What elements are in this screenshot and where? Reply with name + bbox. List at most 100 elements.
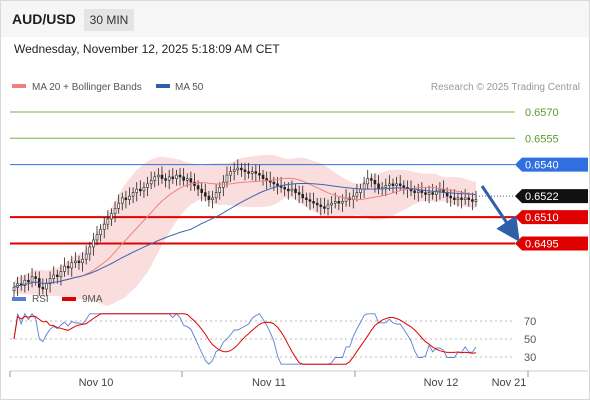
candle-body xyxy=(366,178,370,185)
candle-body xyxy=(160,174,164,179)
candle-body xyxy=(420,190,424,193)
candle-body xyxy=(229,171,232,176)
candle-body xyxy=(265,178,268,181)
candle-body xyxy=(52,274,55,279)
candle-body xyxy=(427,192,431,195)
candle-body xyxy=(287,188,290,192)
candle-body xyxy=(240,167,243,171)
timestamp: Wednesday, November 12, 2025 5:18:09 AM … xyxy=(14,42,280,56)
candle-body xyxy=(301,194,305,199)
candle-body xyxy=(409,188,413,192)
candle-body xyxy=(297,192,301,195)
chart-header: AUD/USD 30 MIN xyxy=(1,1,589,37)
candle-body xyxy=(243,169,247,172)
rsi-level-30: 30 xyxy=(524,352,536,364)
candle-body xyxy=(337,201,341,204)
candle-body xyxy=(330,202,333,206)
candle-body xyxy=(59,271,63,278)
candle-body xyxy=(95,234,99,241)
candle-body xyxy=(463,197,467,200)
copyright-text: Research © 2025 Trading Central xyxy=(431,82,580,93)
candle-body xyxy=(453,197,456,200)
candle-body xyxy=(77,260,81,264)
candle-body xyxy=(139,188,142,192)
candle-body xyxy=(435,190,438,195)
candle-body xyxy=(395,183,398,186)
candle-body xyxy=(106,218,110,225)
candle-body xyxy=(124,197,128,200)
rsi-ma-legend-label: 9MA xyxy=(82,294,103,305)
candle-body xyxy=(84,253,88,260)
candle-body xyxy=(294,188,297,193)
candle-body xyxy=(333,201,337,204)
currency-pair-title: AUD/USD xyxy=(12,11,76,27)
timeframe-button[interactable]: 30 MIN xyxy=(84,9,134,31)
candle-body xyxy=(88,246,92,255)
candle-body xyxy=(222,181,225,188)
rsi-legend-label: RSI xyxy=(32,294,49,305)
candle-body xyxy=(70,262,74,269)
candle-body xyxy=(373,180,377,185)
moving-averages xyxy=(13,177,477,288)
level-label-0.6555: 0.6555 xyxy=(525,133,559,145)
candle-body xyxy=(236,167,240,171)
candle-body xyxy=(467,197,471,200)
rsi-line xyxy=(13,312,477,365)
candle-body xyxy=(276,183,279,186)
candle-body xyxy=(449,195,453,199)
rsi-lines xyxy=(13,312,477,365)
candle-body xyxy=(355,192,359,197)
candle-body xyxy=(41,286,45,290)
candle-body xyxy=(120,197,124,204)
candle-body xyxy=(56,274,59,278)
candle-body xyxy=(48,278,52,285)
candle-body xyxy=(377,183,380,190)
candle-body xyxy=(398,183,402,186)
rsi-level-50: 50 xyxy=(524,334,536,346)
candle-body xyxy=(92,239,95,248)
candle-body xyxy=(102,223,106,230)
candle-body xyxy=(113,208,117,214)
candle-body xyxy=(474,199,478,202)
candle-body xyxy=(370,178,373,181)
candle-body xyxy=(182,176,185,181)
candle-body xyxy=(326,204,330,209)
candle-body xyxy=(12,286,16,292)
candle-body xyxy=(81,258,84,264)
candle-body xyxy=(164,178,167,181)
candle-body xyxy=(305,197,308,200)
x-label-nov10: Nov 10 xyxy=(79,377,114,389)
candle-body xyxy=(272,181,276,185)
candle-body xyxy=(388,183,391,186)
candle-body xyxy=(30,276,34,283)
rsi-legend-swatch xyxy=(12,297,26,301)
candle-body xyxy=(315,202,319,206)
level-tag-0.6510 xyxy=(515,210,588,225)
ma20-legend-swatch xyxy=(12,84,26,88)
candle-body xyxy=(196,185,200,190)
candle-body xyxy=(207,195,211,200)
x-label-nov12: Nov 12 xyxy=(424,377,459,389)
candle-body xyxy=(391,183,395,186)
candle-body xyxy=(460,197,463,200)
candle-body xyxy=(413,190,416,193)
level-tag-0.6495 xyxy=(515,236,588,251)
candle-body xyxy=(456,197,460,200)
level-label-0.6570: 0.6570 xyxy=(525,107,559,119)
candle-body xyxy=(153,176,157,181)
candle-body xyxy=(200,188,203,193)
candle-body xyxy=(247,171,250,174)
candle-body xyxy=(416,190,420,193)
candle-body xyxy=(308,199,312,202)
candle-body xyxy=(218,187,222,193)
rsi-level-70: 70 xyxy=(524,316,536,328)
candle-body xyxy=(312,201,315,204)
ma20-legend-label: MA 20 + Bollinger Bands xyxy=(32,82,142,93)
candle-body xyxy=(146,183,149,188)
candle-body xyxy=(341,201,344,204)
candle-body xyxy=(175,174,178,179)
ma50-line xyxy=(13,183,477,288)
price-levels: 0.6570 0.6555 0.6540 0.6522 0.6510 0.6495 xyxy=(10,107,588,251)
candle-body xyxy=(117,202,120,209)
